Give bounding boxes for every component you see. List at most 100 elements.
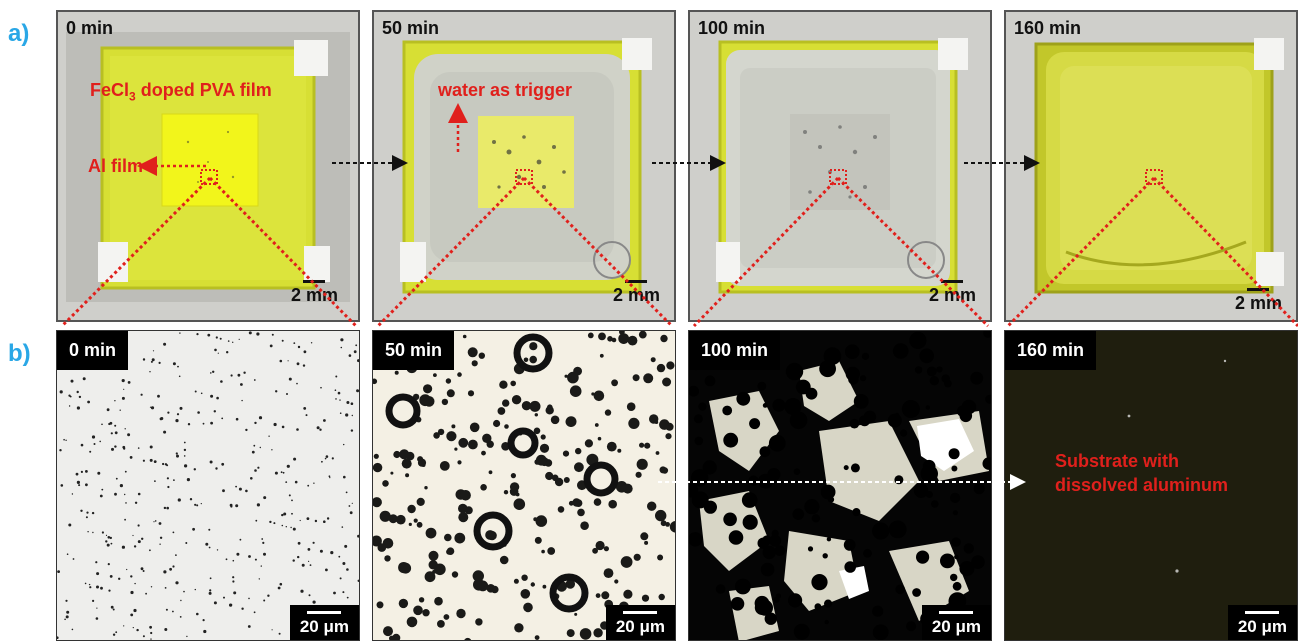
texture-particle <box>258 416 263 420</box>
texture-particle <box>287 360 289 362</box>
texture-particle <box>208 528 211 531</box>
texture-particle <box>310 342 313 344</box>
texture-particle <box>325 455 329 458</box>
texture-particle <box>105 540 108 543</box>
texture-particle <box>359 509 360 512</box>
texture-particle <box>540 434 546 440</box>
texture-particle <box>390 471 394 475</box>
texture-particle <box>153 460 157 463</box>
texture-particle <box>458 437 469 448</box>
texture-particle <box>60 484 64 487</box>
texture-particle <box>601 591 610 600</box>
texture-particle <box>277 586 281 590</box>
texture-particle <box>860 375 867 382</box>
texture-particle <box>122 445 126 449</box>
texture-particle <box>811 574 828 591</box>
texture-particle <box>263 496 267 500</box>
texture-particle <box>521 574 528 581</box>
texture-particle <box>665 422 674 431</box>
texture-particle <box>952 581 962 591</box>
texture-particle <box>149 406 152 408</box>
texture-particle <box>689 385 699 397</box>
texture-particle <box>212 370 215 373</box>
texture-particle <box>186 478 190 482</box>
scale-bar: 2 mm <box>929 280 976 306</box>
texture-particle <box>346 596 349 599</box>
texture-particle <box>151 358 155 362</box>
texture-particle <box>344 544 348 548</box>
photo-50min-image <box>374 12 674 320</box>
texture-particle <box>633 553 641 561</box>
texture-particle <box>423 384 433 394</box>
photo-160min: 160 min 2 mm <box>1004 10 1298 322</box>
texture-particle <box>730 597 745 611</box>
texture-particle <box>434 596 443 606</box>
texture-particle <box>513 498 526 510</box>
texture-particle <box>321 460 323 463</box>
texture-particle <box>970 371 984 385</box>
texture-particle <box>118 577 121 580</box>
texture-particle <box>574 612 578 616</box>
texture-particle <box>202 619 205 622</box>
texture-particle <box>297 555 300 559</box>
texture-particle <box>187 423 191 426</box>
texture-particle <box>523 357 529 363</box>
texture-particle <box>153 521 155 523</box>
texture-particle <box>68 405 71 407</box>
scale-bar: 20 μm <box>921 605 991 640</box>
texture-particle <box>792 508 805 520</box>
texture-particle <box>194 503 197 506</box>
texture-particle <box>562 450 570 457</box>
texture-particle <box>413 518 418 523</box>
texture-particle <box>529 355 537 364</box>
texture-particle <box>535 454 547 466</box>
texture-particle <box>503 490 509 495</box>
scale-bar: 20 μm <box>605 605 675 640</box>
texture-particle <box>872 522 890 540</box>
texture-particle <box>112 633 116 636</box>
texture-particle <box>343 443 345 446</box>
texture-particle <box>257 466 260 469</box>
texture-particle <box>64 618 66 621</box>
al-film-label: Al film <box>88 156 144 176</box>
texture-particle <box>579 628 592 640</box>
texture-particle <box>248 331 252 335</box>
texture-particle <box>339 577 342 580</box>
texture-particle <box>565 579 575 589</box>
texture-particle <box>704 375 716 387</box>
texture-particle <box>591 392 595 396</box>
texture-particle <box>71 628 74 631</box>
texture-particle <box>348 505 351 507</box>
texture-particle <box>424 571 436 583</box>
texture-particle <box>504 424 509 429</box>
texture-particle <box>106 543 110 547</box>
texture-particle <box>95 617 99 620</box>
texture-particle <box>127 433 131 437</box>
texture-particle <box>142 635 145 638</box>
texture-particle <box>89 586 92 589</box>
texture-particle <box>292 559 295 562</box>
texture-particle <box>167 411 170 414</box>
texture-particle <box>345 413 349 417</box>
texture-particle <box>628 417 640 429</box>
texture-particle <box>759 446 771 458</box>
texture-particle <box>892 343 909 359</box>
texture-particle <box>115 631 118 634</box>
texture-particle <box>78 395 82 399</box>
texture-particle <box>76 480 80 484</box>
texture-particle <box>164 587 167 589</box>
texture-particle <box>296 362 300 366</box>
texture-particle <box>238 487 242 491</box>
texture-particle <box>183 448 187 452</box>
texture-particle <box>150 360 153 363</box>
texture-particle <box>357 534 359 538</box>
texture-particle <box>150 631 153 635</box>
texture-particle <box>944 379 952 388</box>
texture-particle <box>623 589 633 599</box>
texture-particle <box>245 489 248 493</box>
texture-particle <box>521 401 532 411</box>
texture-particle <box>149 371 151 373</box>
texture-particle <box>197 411 200 414</box>
texture-particle <box>606 441 617 452</box>
texture-particle <box>209 589 212 592</box>
